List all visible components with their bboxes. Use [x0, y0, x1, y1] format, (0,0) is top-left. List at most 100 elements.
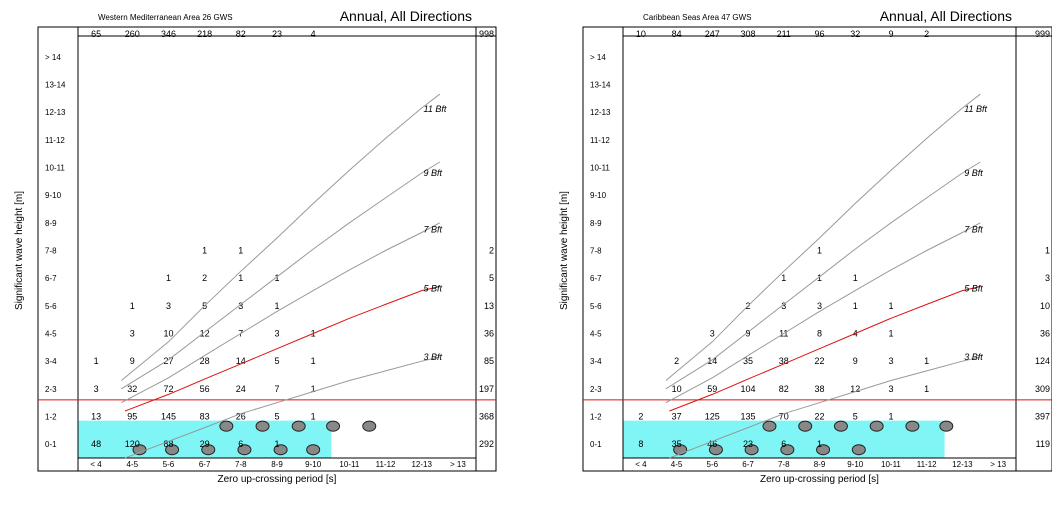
probability-ellipse — [306, 444, 321, 456]
y-tick-label: 5-6 — [590, 302, 602, 311]
probability-ellipse — [255, 420, 270, 432]
y-tick-label: 7-8 — [45, 247, 57, 256]
cell-value: 1 — [817, 273, 822, 283]
cell-value: 9 — [746, 329, 751, 339]
probability-ellipse — [362, 420, 377, 432]
cell-value: 10 — [672, 384, 682, 394]
bft-label: 7 Bft — [424, 225, 443, 235]
column-total: 218 — [197, 29, 212, 39]
probability-ellipse — [708, 444, 723, 456]
cell-value: 3 — [166, 301, 171, 311]
row-total: 5 — [489, 273, 494, 283]
probability-ellipse — [939, 420, 954, 432]
y-tick-label: 2-3 — [45, 385, 57, 394]
cell-value: 1 — [888, 412, 893, 422]
row-total: 124 — [1035, 356, 1050, 366]
row-total: 309 — [1035, 384, 1050, 394]
y-tick-label: 10-11 — [590, 164, 610, 173]
cell-value: 5 — [274, 356, 279, 366]
column-total: 10 — [636, 29, 646, 39]
cell-value: 1 — [311, 384, 316, 394]
cell-value: 125 — [705, 412, 720, 422]
scatter-panel-2: Caribbean Seas Area 47 GWS Annual, All Di… — [559, 8, 1052, 485]
bft-curve — [121, 93, 441, 381]
probability-ellipse — [851, 444, 866, 456]
column-total: 32 — [850, 29, 860, 39]
cell-value: 14 — [236, 356, 246, 366]
cell-value: 3 — [781, 301, 786, 311]
cell-value: 104 — [741, 384, 756, 394]
cell-value: 3 — [274, 329, 279, 339]
chart-title: Western Mediterranean Area 26 GWS — [98, 13, 233, 22]
y-axis-label: Significant wave height [m] — [559, 191, 570, 310]
cell-value: 70 — [779, 412, 789, 422]
probability-ellipse — [798, 420, 813, 432]
cell-value: 12 — [200, 329, 210, 339]
outer-frame — [37, 26, 497, 472]
x-tick-label: 5-6 — [707, 460, 719, 469]
cell-value: 95 — [127, 412, 137, 422]
bft-curve — [665, 93, 981, 381]
cell-value: 12 — [850, 384, 860, 394]
row-total: 2 — [489, 246, 494, 256]
row-total: 36 — [484, 329, 494, 339]
y-tick-label: 0-1 — [45, 440, 57, 449]
cell-value: 7 — [274, 384, 279, 394]
cell-value: 35 — [672, 439, 682, 449]
bft-label: 9 Bft — [964, 168, 983, 178]
y-tick-label: 4-5 — [45, 330, 57, 339]
x-tick-label: 11-12 — [917, 460, 937, 469]
x-tick-label: 4-5 — [126, 460, 138, 469]
cell-value: 3 — [238, 301, 243, 311]
probability-ellipse — [869, 420, 884, 432]
cell-value: 1 — [94, 356, 99, 366]
scatter-panel-1: Western Mediterranean Area 26 GWS Annual,… — [14, 8, 497, 485]
probability-ellipse — [780, 444, 795, 456]
cell-value: 13 — [91, 412, 101, 422]
cell-value: 5 — [274, 412, 279, 422]
cell-value: 8 — [817, 329, 822, 339]
y-tick-label: 1-2 — [45, 413, 57, 422]
cell-value: 9 — [853, 356, 858, 366]
cell-value: 3 — [888, 356, 893, 366]
cell-value: 6 — [781, 439, 786, 449]
y-tick-label: 12-13 — [45, 108, 66, 117]
cell-value: 1 — [202, 246, 207, 256]
cell-value: 1 — [817, 246, 822, 256]
chart-title: Caribbean Seas Area 47 GWS — [643, 13, 752, 22]
probability-ellipse — [833, 420, 848, 432]
y-tick-label: 9-10 — [45, 191, 62, 200]
row-total: 292 — [479, 439, 494, 449]
cell-value: 1 — [781, 273, 786, 283]
cell-value: 1 — [130, 301, 135, 311]
column-total: 308 — [741, 29, 756, 39]
cell-value: 24 — [236, 384, 246, 394]
cell-value: 22 — [814, 356, 824, 366]
bft-label: 7 Bft — [964, 225, 983, 235]
cell-value: 2 — [202, 273, 207, 283]
probability-ellipse — [326, 420, 341, 432]
x-tick-label: 12-13 — [952, 460, 973, 469]
column-total: 247 — [705, 29, 720, 39]
cell-value: 1 — [853, 301, 858, 311]
bft-curve — [665, 222, 981, 404]
cell-value: 83 — [200, 412, 210, 422]
row-total: 85 — [484, 356, 494, 366]
row-total: 36 — [1040, 329, 1050, 339]
bft-label: 3 Bft — [424, 352, 443, 362]
bft-label: 11 Bft — [424, 104, 447, 114]
cell-value: 1 — [888, 329, 893, 339]
row-total: 197 — [479, 384, 494, 394]
y-tick-label: 2-3 — [590, 385, 602, 394]
y-tick-label: 8-9 — [590, 219, 602, 228]
bft-curve — [124, 286, 440, 412]
outer-frame — [582, 26, 1052, 472]
y-tick-label: 5-6 — [45, 302, 57, 311]
bft-curve — [669, 356, 981, 459]
row-total: 3 — [1045, 273, 1050, 283]
row-total: 13 — [484, 301, 494, 311]
cell-value: 3 — [710, 329, 715, 339]
x-tick-label: 7-8 — [235, 460, 247, 469]
y-tick-label: 0-1 — [590, 440, 602, 449]
cell-value: 56 — [200, 384, 210, 394]
